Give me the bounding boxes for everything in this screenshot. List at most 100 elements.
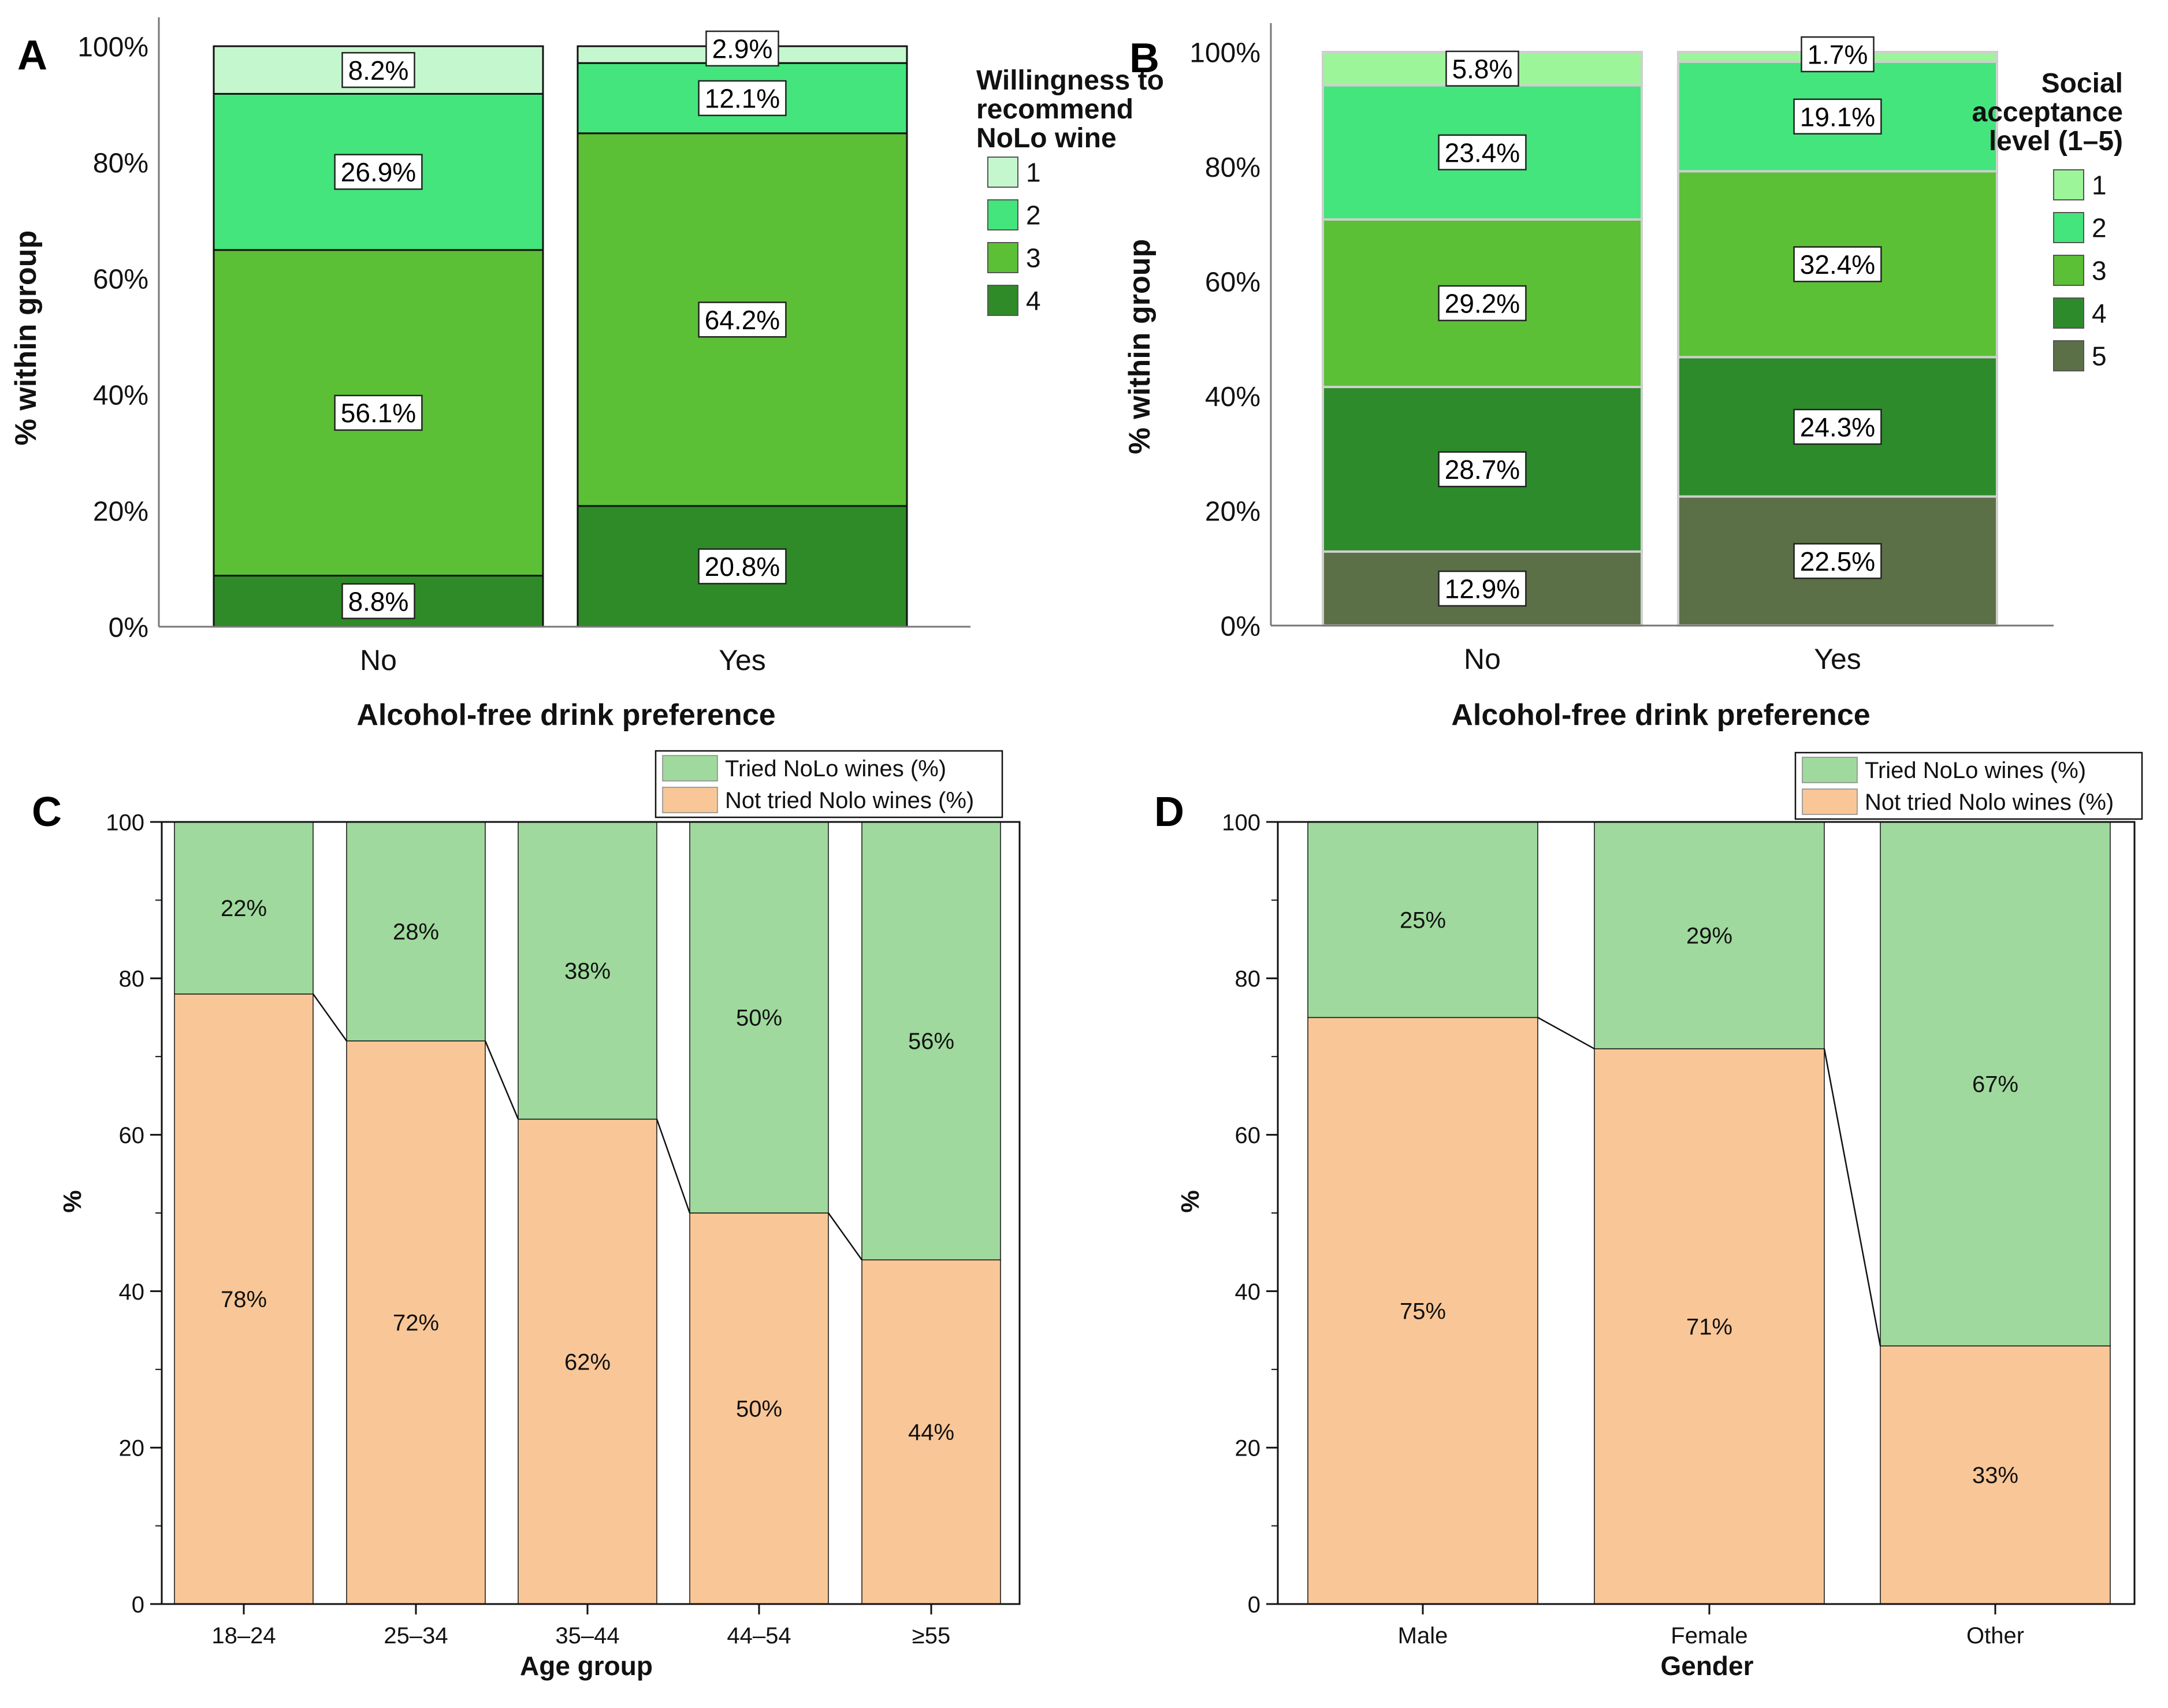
data-label: 12.1% [705, 84, 780, 114]
y-tick-label: 100 [1222, 810, 1260, 835]
legend-swatch [2053, 340, 2084, 371]
y-tick-label: 40% [93, 380, 148, 411]
y-tick-label: 100% [1189, 38, 1260, 68]
connector-line [1823, 1048, 1881, 1346]
x-tick-label: ≥55 [912, 1623, 950, 1649]
x-tick-label: 44–54 [727, 1623, 791, 1649]
bar-segment-Female-triednolowines [1594, 821, 1825, 1050]
connector-line [484, 1040, 519, 1120]
data-label: 28% [393, 920, 439, 945]
legend-swatch [2053, 212, 2084, 243]
legend-title: NoLo wine [976, 123, 1117, 154]
bar-segment-No-2 [1322, 84, 1643, 221]
legend-label: 3 [2092, 256, 2107, 286]
x-tick-label: Other [1966, 1623, 2024, 1649]
y-tick-label: 100% [77, 32, 148, 62]
y-axis-title: % within group [1123, 239, 1156, 455]
data-label: 1.7% [1808, 40, 1868, 70]
data-label: 8.8% [348, 586, 409, 616]
x-tick-label: No [360, 644, 397, 676]
data-label: 26.9% [341, 157, 416, 187]
legend-swatch [987, 199, 1018, 230]
data-label: 56.1% [341, 398, 416, 428]
data-label-box [341, 583, 415, 619]
bar-segment-Male-triednolowines [1307, 821, 1538, 1018]
data-label: 56% [908, 1029, 954, 1054]
y-tick-label: 60% [1205, 267, 1260, 297]
bar-segment-55-triednolowines [861, 821, 1001, 1260]
data-label-box [1438, 451, 1527, 488]
data-label: 22% [221, 896, 267, 921]
legend-title: recommend [976, 94, 1133, 125]
data-label-box [1793, 543, 1882, 579]
bar-segment-1824-triednolowines [174, 821, 314, 995]
data-label-box [698, 548, 787, 585]
bar-segment-4454-nottriednolowines [689, 1212, 829, 1605]
data-label-box [1793, 408, 1882, 445]
connector-line [656, 1119, 691, 1214]
x-axis-title: Alcohol-free drink preference [356, 698, 775, 732]
y-tick-label: 0 [1248, 1592, 1260, 1617]
y-axis-title: % within group [9, 230, 43, 446]
y-tick-label: 20% [93, 496, 148, 527]
data-label: 23.4% [1445, 137, 1520, 168]
legend-label: 5 [2092, 341, 2107, 371]
x-axis-title: Age group [520, 1651, 653, 1681]
x-axis-title: Gender [1660, 1651, 1753, 1681]
legend-swatch [987, 285, 1018, 316]
data-label: 64.2% [705, 305, 780, 335]
data-label-box [1793, 246, 1882, 282]
y-axis-title: % [1176, 1190, 1204, 1212]
y-tick-label: 100 [106, 810, 144, 835]
legend-swatch [987, 157, 1018, 188]
data-label: 29% [1686, 923, 1732, 948]
y-axis-title: % [58, 1190, 87, 1212]
legend-label: Tried NoLo wines (%) [725, 756, 946, 782]
panel-letter: D [1154, 789, 1184, 835]
connector-line [1537, 1017, 1595, 1050]
y-tick-label: 60 [1235, 1123, 1261, 1148]
data-label: 5.8% [1452, 54, 1513, 84]
legend-label: Not tried Nolo wines (%) [725, 788, 974, 813]
data-label: 72% [393, 1311, 439, 1336]
data-label: 62% [564, 1349, 611, 1375]
data-label-box [698, 80, 787, 117]
legend-swatch [2053, 255, 2084, 286]
y-tick-label: 20 [119, 1436, 145, 1461]
bar-segment-2534-triednolowines [346, 821, 486, 1041]
data-label: 20.8% [705, 552, 780, 582]
legend-swatch [662, 787, 718, 813]
x-tick-label: Yes [1814, 643, 1861, 675]
y-tick-label: 20% [1205, 497, 1260, 527]
data-label: 78% [221, 1287, 267, 1312]
legend-swatch [1802, 757, 1858, 783]
data-label: 19.1% [1800, 102, 1875, 132]
legend-label: 2 [1026, 200, 1041, 230]
legend-label: Not tried Nolo wines (%) [1865, 790, 2114, 815]
data-label: 44% [908, 1420, 954, 1445]
panel-a: A 8.8% 56.1% 26.9% 8.2% 20.8% 64.2% 12.1% 2.9% 0%… [9, 17, 1164, 732]
data-label-box [334, 395, 423, 431]
legend-title: acceptance [1972, 97, 2124, 128]
data-label-box [705, 30, 779, 67]
x-tick-label: Yes [719, 644, 766, 676]
legend-swatch [2053, 169, 2084, 200]
panel-letter: B [1129, 35, 1159, 81]
x-tick-label: 35–44 [555, 1623, 619, 1649]
x-tick-label: 25–34 [384, 1623, 448, 1649]
legend-label: 2 [2092, 213, 2107, 243]
data-label: 38% [564, 958, 611, 984]
legend-label: 3 [1026, 243, 1041, 273]
bar-segment-Male-nottriednolowines [1307, 1017, 1538, 1605]
data-label-box [1445, 50, 1519, 87]
data-label-box [1438, 570, 1527, 607]
bar-segment-Other-triednolowines [1880, 821, 2111, 1346]
data-label-box [698, 302, 787, 338]
y-tick-label: 80 [119, 966, 145, 992]
legend-label: Tried NoLo wines (%) [1865, 758, 2086, 783]
legend-swatch [987, 242, 1018, 273]
data-label: 8.2% [348, 55, 409, 85]
data-label: 25% [1400, 907, 1446, 933]
y-tick-label: 80% [1205, 152, 1260, 183]
